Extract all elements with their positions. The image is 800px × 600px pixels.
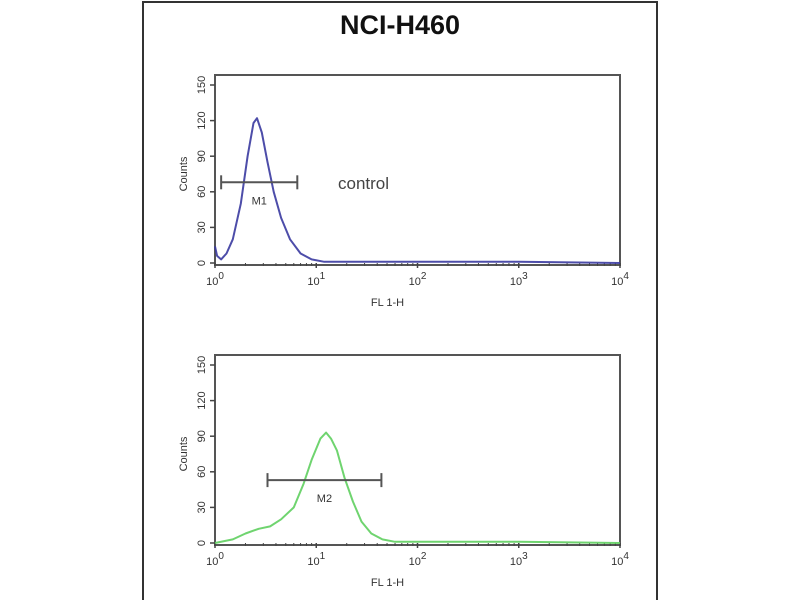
- y-tick-label: 30: [196, 221, 208, 233]
- y-tick-label: 60: [196, 466, 208, 478]
- histogram-curve: [214, 431, 621, 544]
- x-tick-label: 104: [611, 551, 629, 568]
- y-tick-label: 120: [196, 391, 208, 409]
- x-axis-label: FL 1-H: [371, 297, 404, 309]
- y-tick-label: 90: [196, 150, 208, 162]
- x-tick-label: 102: [409, 551, 427, 568]
- x-tick-label: 101: [307, 551, 325, 568]
- x-tick-label: 104: [611, 271, 629, 288]
- y-tick-label: 120: [196, 111, 208, 129]
- gate-marker-label: M1: [252, 195, 267, 207]
- x-axis-label: FL 1-H: [371, 577, 404, 589]
- panel-sample: 0 30 60 90 120 150 100 101 102 103 104 FL 1-H Counts…: [178, 354, 629, 589]
- y-tick-label: 30: [196, 501, 208, 513]
- y-axis-label: Counts: [178, 436, 190, 471]
- figure-title: NCI-H460: [340, 10, 460, 40]
- y-axis-label: Counts: [178, 156, 190, 191]
- annotation-text: control: [338, 174, 389, 193]
- x-tick-label: 103: [510, 271, 528, 288]
- x-tick-label: 103: [510, 551, 528, 568]
- y-tick-label: 60: [196, 186, 208, 198]
- x-tick-label: 102: [409, 271, 427, 288]
- y-tick-label: 0: [196, 540, 208, 546]
- panel-control: 0 30 60 90 120 150 100 101 102 103 104 FL 1-H Counts…: [178, 74, 629, 309]
- y-tick-label: 150: [196, 76, 208, 94]
- y-tick-label: 150: [196, 356, 208, 374]
- x-tick-label: 101: [307, 271, 325, 288]
- x-tick-label: 100: [206, 271, 224, 288]
- histogram-curve: [214, 117, 621, 264]
- y-tick-label: 90: [196, 430, 208, 442]
- gate-marker-label: M2: [317, 493, 332, 505]
- x-tick-label: 100: [206, 551, 224, 568]
- plot-frame: [214, 354, 621, 546]
- plot-frame: [214, 74, 621, 266]
- y-tick-label: 0: [196, 260, 208, 266]
- outer-frame: [142, 1, 658, 600]
